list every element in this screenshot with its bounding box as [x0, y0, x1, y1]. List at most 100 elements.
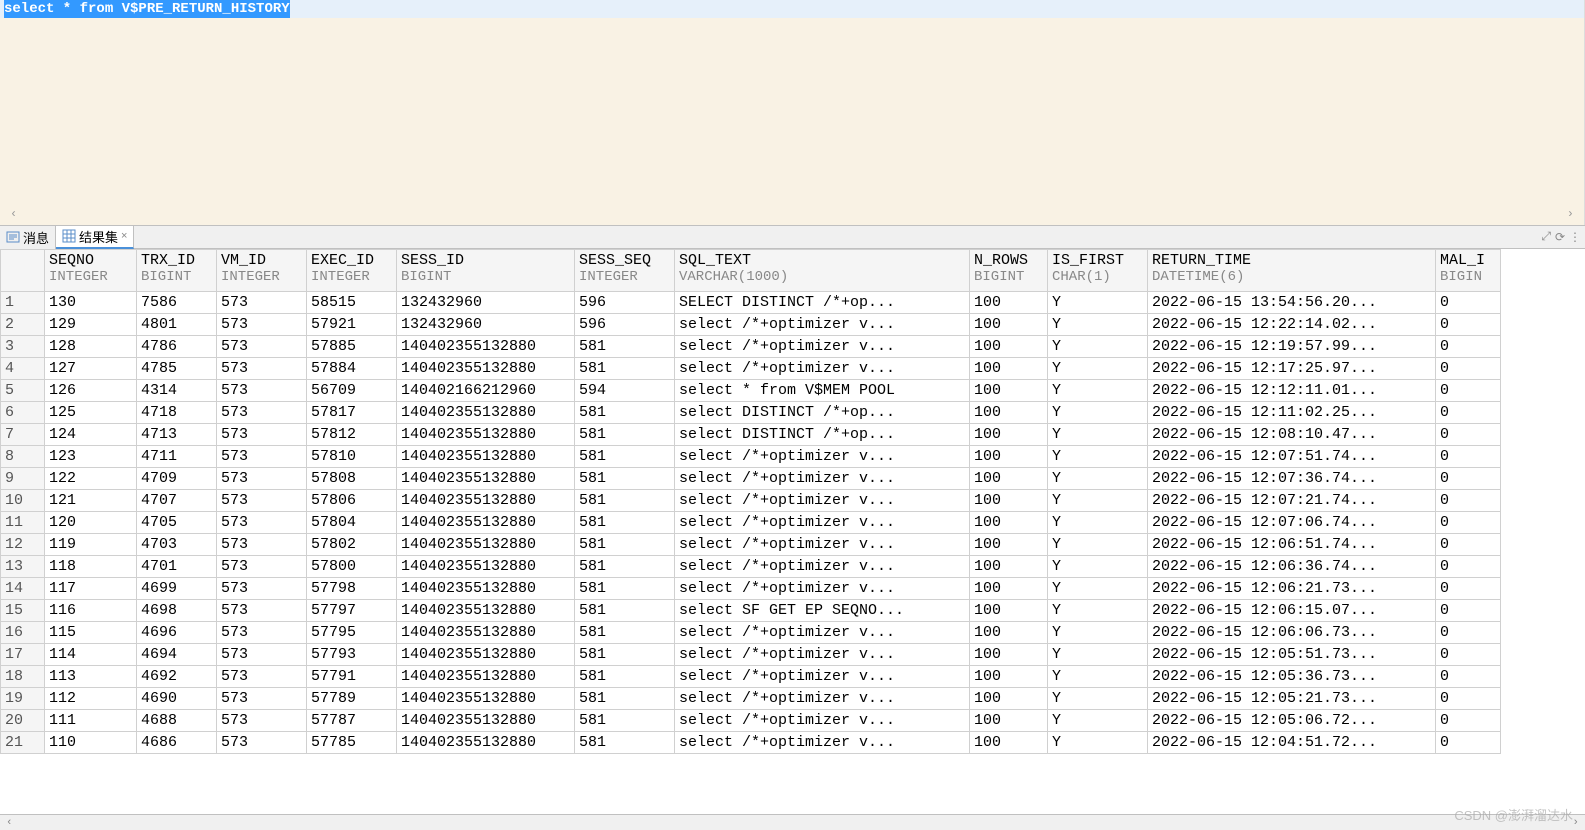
table-cell[interactable]: 581	[575, 578, 675, 600]
table-cell[interactable]: 573	[217, 600, 307, 622]
table-cell[interactable]: 132432960	[397, 292, 575, 314]
table-cell[interactable]: 2022-06-15 12:19:57.99...	[1148, 336, 1436, 358]
scroll-right-icon[interactable]: ›	[1567, 207, 1574, 223]
table-cell[interactable]: select /*+optimizer v...	[675, 534, 970, 556]
table-cell[interactable]: 140402355132880	[397, 424, 575, 446]
table-cell[interactable]: 581	[575, 710, 675, 732]
table-row[interactable]: 15116469857357797140402355132880581selec…	[1, 600, 1501, 622]
table-cell[interactable]: Y	[1048, 314, 1148, 336]
table-cell[interactable]: select /*+optimizer v...	[675, 732, 970, 754]
table-cell[interactable]: 140402355132880	[397, 358, 575, 380]
table-cell[interactable]: Y	[1048, 534, 1148, 556]
column-header[interactable]: VM_IDINTEGER	[217, 250, 307, 292]
table-row[interactable]: 3128478657357885140402355132880581select…	[1, 336, 1501, 358]
table-cell[interactable]: 100	[970, 336, 1048, 358]
table-cell[interactable]: 57800	[307, 556, 397, 578]
table-cell[interactable]: 100	[970, 402, 1048, 424]
table-cell[interactable]: 4696	[137, 622, 217, 644]
table-cell[interactable]: 0	[1436, 534, 1501, 556]
table-cell[interactable]: 129	[45, 314, 137, 336]
bottom-scrollbar[interactable]: ‹ ›	[0, 814, 1585, 830]
table-cell[interactable]: 140402355132880	[397, 710, 575, 732]
table-cell[interactable]: 4699	[137, 578, 217, 600]
table-cell[interactable]: 140402355132880	[397, 446, 575, 468]
column-header[interactable]: SESS_SEQINTEGER	[575, 250, 675, 292]
table-cell[interactable]: 140402355132880	[397, 534, 575, 556]
table-cell[interactable]: 110	[45, 732, 137, 754]
table-cell[interactable]: 57810	[307, 446, 397, 468]
table-cell[interactable]: 100	[970, 314, 1048, 336]
table-cell[interactable]: 581	[575, 446, 675, 468]
table-cell[interactable]: Y	[1048, 380, 1148, 402]
table-cell[interactable]: select /*+optimizer v...	[675, 710, 970, 732]
table-cell[interactable]: 573	[217, 644, 307, 666]
table-cell[interactable]: Y	[1048, 578, 1148, 600]
table-cell[interactable]: 2022-06-15 12:06:36.74...	[1148, 556, 1436, 578]
table-cell[interactable]: 121	[45, 490, 137, 512]
table-cell[interactable]: 0	[1436, 688, 1501, 710]
table-cell[interactable]: select /*+optimizer v...	[675, 666, 970, 688]
column-header[interactable]: MAL_IBIGIN	[1436, 250, 1501, 292]
table-cell[interactable]: 100	[970, 292, 1048, 314]
table-cell[interactable]: 140402355132880	[397, 600, 575, 622]
table-cell[interactable]: 2022-06-15 12:06:06.73...	[1148, 622, 1436, 644]
table-row[interactable]: 4127478557357884140402355132880581select…	[1, 358, 1501, 380]
table-cell[interactable]: Y	[1048, 468, 1148, 490]
table-cell[interactable]: 100	[970, 688, 1048, 710]
table-cell[interactable]: 112	[45, 688, 137, 710]
table-cell[interactable]: 573	[217, 732, 307, 754]
table-cell[interactable]: 114	[45, 644, 137, 666]
table-cell[interactable]: 100	[970, 468, 1048, 490]
table-cell[interactable]: 57787	[307, 710, 397, 732]
table-cell[interactable]: 57885	[307, 336, 397, 358]
table-cell[interactable]: select * from V$MEM POOL	[675, 380, 970, 402]
table-cell[interactable]: 140402355132880	[397, 578, 575, 600]
table-cell[interactable]: 4694	[137, 644, 217, 666]
table-cell[interactable]: Y	[1048, 556, 1148, 578]
sql-editor[interactable]: select * from V$PRE_RETURN_HISTORY ‹ ›	[0, 0, 1585, 225]
table-cell[interactable]: select /*+optimizer v...	[675, 314, 970, 336]
table-cell[interactable]: Y	[1048, 490, 1148, 512]
table-cell[interactable]: 2022-06-15 12:17:25.97...	[1148, 358, 1436, 380]
table-cell[interactable]: 596	[575, 292, 675, 314]
table-cell[interactable]: 573	[217, 578, 307, 600]
table-row[interactable]: 14117469957357798140402355132880581selec…	[1, 578, 1501, 600]
table-cell[interactable]: 140402355132880	[397, 490, 575, 512]
table-cell[interactable]: 126	[45, 380, 137, 402]
table-cell[interactable]: Y	[1048, 666, 1148, 688]
table-cell[interactable]: 0	[1436, 600, 1501, 622]
table-cell[interactable]: Y	[1048, 336, 1148, 358]
table-cell[interactable]: 4703	[137, 534, 217, 556]
table-cell[interactable]: 57808	[307, 468, 397, 490]
table-cell[interactable]: 140402355132880	[397, 556, 575, 578]
table-cell[interactable]: 0	[1436, 490, 1501, 512]
table-cell[interactable]: 57921	[307, 314, 397, 336]
table-cell[interactable]: 581	[575, 556, 675, 578]
table-cell[interactable]: 57884	[307, 358, 397, 380]
table-cell[interactable]: 0	[1436, 666, 1501, 688]
table-cell[interactable]: select /*+optimizer v...	[675, 446, 970, 468]
table-cell[interactable]: 0	[1436, 402, 1501, 424]
table-row[interactable]: 7124471357357812140402355132880581select…	[1, 424, 1501, 446]
table-cell[interactable]: 581	[575, 490, 675, 512]
table-row[interactable]: 5126431457356709140402166212960594select…	[1, 380, 1501, 402]
table-cell[interactable]: 140402355132880	[397, 336, 575, 358]
table-cell[interactable]: 2022-06-15 12:05:06.72...	[1148, 710, 1436, 732]
table-cell[interactable]: 125	[45, 402, 137, 424]
tab-close-icon[interactable]: ×	[121, 230, 127, 242]
table-cell[interactable]: select /*+optimizer v...	[675, 490, 970, 512]
table-cell[interactable]: 2022-06-15 12:06:15.07...	[1148, 600, 1436, 622]
scroll-right-icon[interactable]: ›	[1572, 817, 1579, 829]
table-cell[interactable]: Y	[1048, 424, 1148, 446]
table-cell[interactable]: 2022-06-15 12:05:36.73...	[1148, 666, 1436, 688]
table-cell[interactable]: 573	[217, 292, 307, 314]
table-cell[interactable]: 2022-06-15 12:07:51.74...	[1148, 446, 1436, 468]
table-cell[interactable]: 573	[217, 402, 307, 424]
table-cell[interactable]: 4713	[137, 424, 217, 446]
table-row[interactable]: 9122470957357808140402355132880581select…	[1, 468, 1501, 490]
table-cell[interactable]: 100	[970, 534, 1048, 556]
table-cell[interactable]: 100	[970, 446, 1048, 468]
table-cell[interactable]: 140402355132880	[397, 468, 575, 490]
table-cell[interactable]: 140402355132880	[397, 622, 575, 644]
table-cell[interactable]: 0	[1436, 424, 1501, 446]
